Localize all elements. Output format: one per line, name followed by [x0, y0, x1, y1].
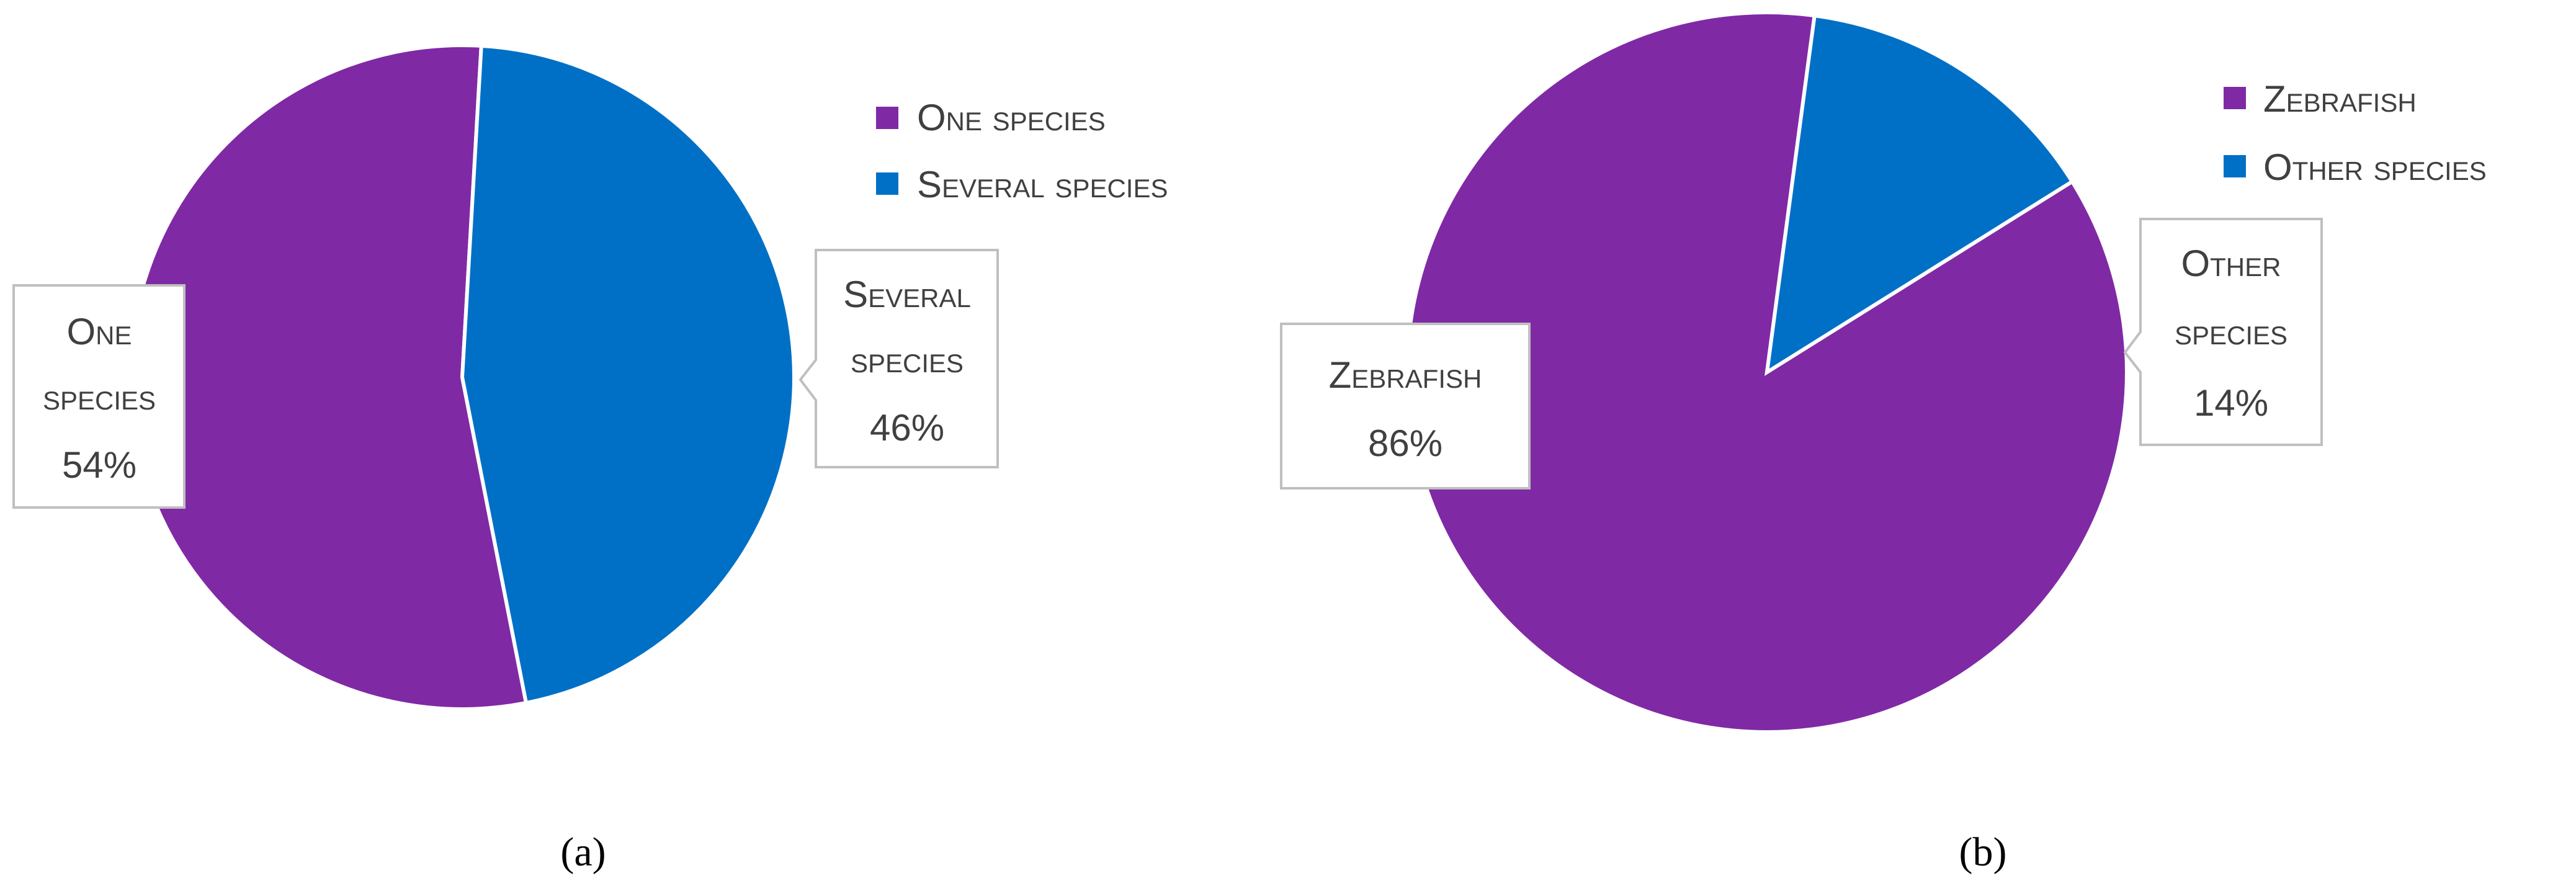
data-label-value: 46%	[870, 407, 944, 449]
legend-label: One species	[917, 97, 1106, 138]
legend-item-zebrafish: Zebrafish	[2224, 78, 2417, 120]
legend-item-one-species: One species	[876, 97, 1106, 138]
legend-label: Other species	[2263, 146, 2487, 188]
data-label-box	[1280, 323, 1531, 489]
legend-item-other-species: Other species	[2224, 146, 2487, 188]
data-label-line: species	[2175, 311, 2288, 352]
data-label-other-species: Other species 14%	[2123, 218, 2323, 446]
data-label-zebrafish: Zebrafish 86%	[1280, 323, 1531, 489]
data-label-callout-box	[2123, 218, 2323, 446]
data-label-one-species: One species 54%	[12, 284, 186, 509]
pie-slice-other-species	[1764, 13, 2075, 376]
pie-a	[128, 43, 796, 711]
data-label-value: 86%	[1368, 422, 1442, 464]
data-label-line: One	[66, 311, 132, 352]
data-label-line: Zebrafish	[1329, 354, 1482, 396]
legend-a: One species Several species	[876, 97, 1168, 205]
legend-swatch	[2224, 155, 2246, 177]
data-label-line: species	[851, 339, 964, 380]
data-label-value: 14%	[2194, 382, 2268, 424]
caption-a: (a)	[560, 829, 606, 875]
data-label-value: 54%	[62, 444, 136, 486]
caption-b: (b)	[1959, 829, 2007, 875]
legend-label: Several species	[917, 164, 1168, 205]
legend-swatch	[876, 107, 898, 129]
legend-label: Zebrafish	[2263, 78, 2417, 120]
legend-b: Zebrafish Other species	[2224, 78, 2487, 188]
legend-swatch	[2224, 87, 2246, 109]
data-label-callout-box	[798, 249, 999, 468]
pie-b	[1405, 11, 2129, 734]
chart-a: One species 54% Several species 46% One …	[12, 43, 1168, 711]
legend-swatch	[876, 172, 898, 195]
data-label-box	[12, 284, 186, 509]
data-label-several-species: Several species 46%	[798, 249, 999, 468]
data-label-line: species	[43, 376, 156, 418]
chart-b: Zebrafish 86% Other species 14% Zebrafis…	[1280, 11, 2487, 734]
legend-item-several-species: Several species	[876, 164, 1168, 205]
data-label-line: Other	[2181, 243, 2281, 284]
data-label-line: Several	[843, 274, 971, 315]
pie-slice-several-species	[460, 43, 796, 705]
